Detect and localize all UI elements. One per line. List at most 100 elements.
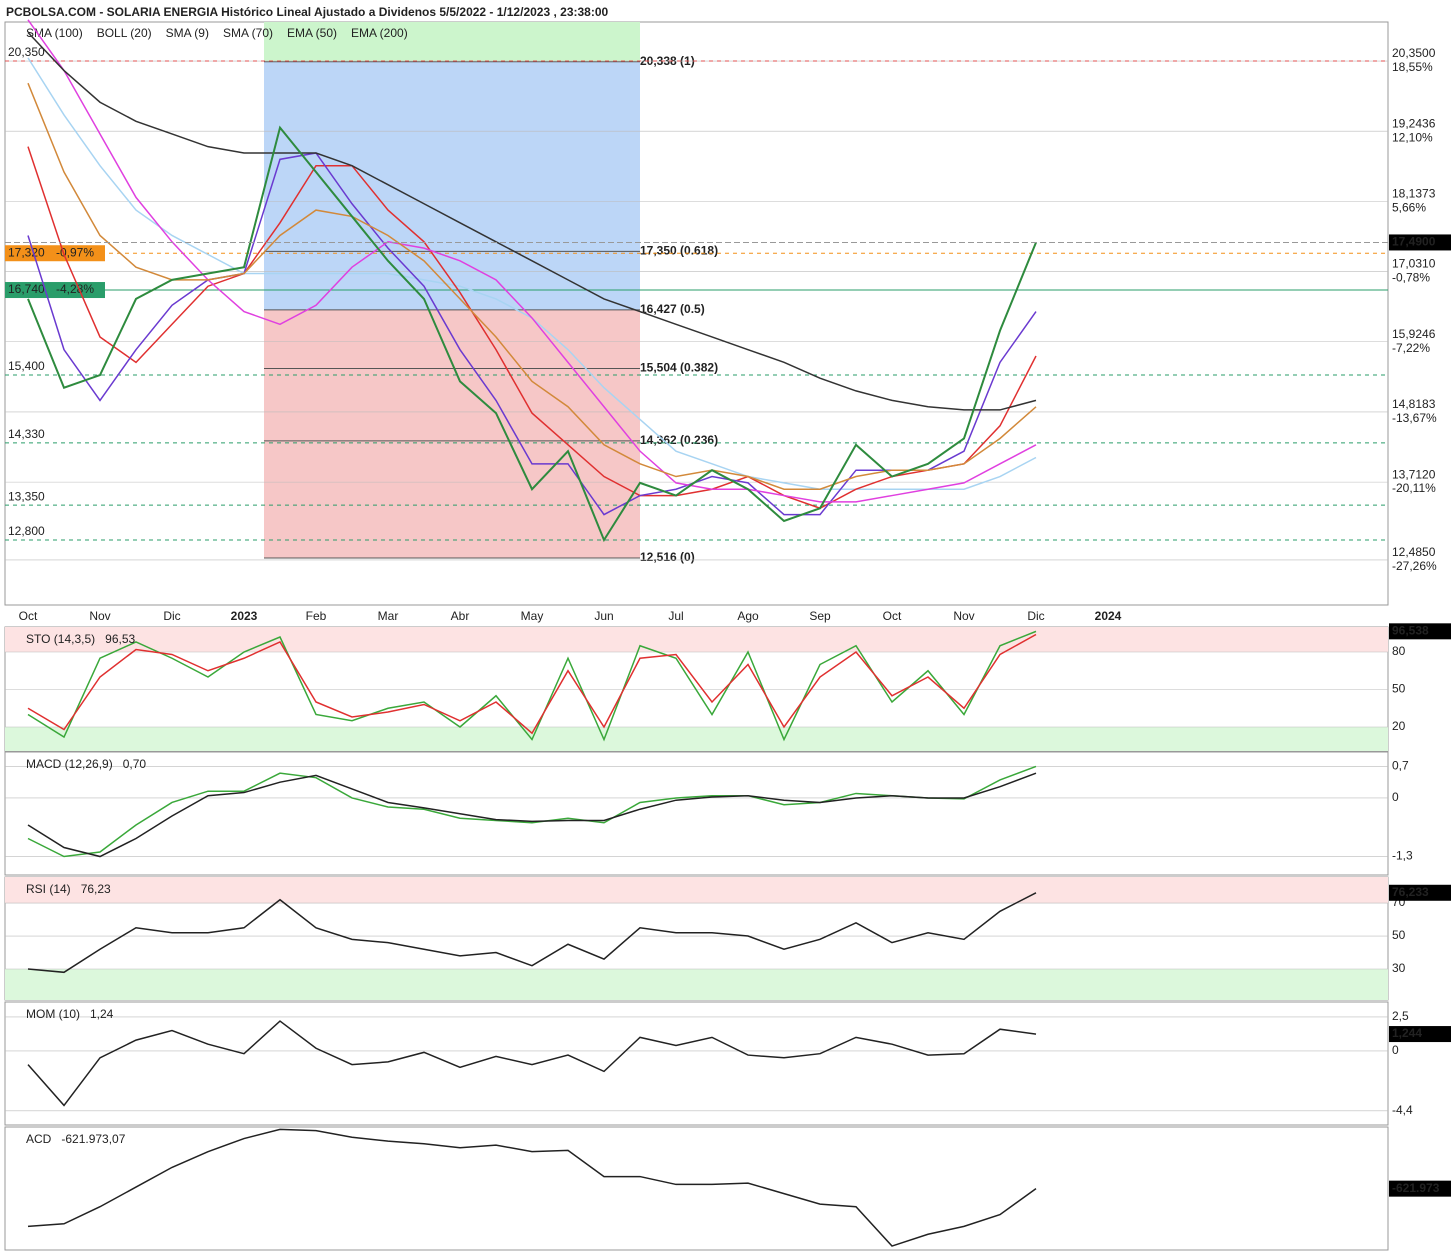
panel-title: MACD (12,26,9): [26, 757, 113, 771]
oversold-zone: [5, 969, 1388, 1000]
y2-tick-label: -20,11%: [1392, 481, 1436, 495]
price-line: [27, 125, 1037, 543]
panel-frame: [4, 1126, 1389, 1251]
last-value-label: 96,538: [1392, 623, 1429, 637]
series-line: [27, 633, 1037, 735]
y-tick-label: 50: [1392, 928, 1406, 942]
panel-title: ACD: [26, 1132, 52, 1146]
oversold-zone: [5, 727, 1388, 751]
series-line: [27, 765, 1037, 858]
y2-tick-label: -27,26%: [1392, 559, 1437, 573]
series-line: [27, 82, 1037, 490]
fib-label: 12,516 (0): [640, 550, 695, 564]
last-value-label: 1,244: [1392, 1026, 1422, 1040]
last-value-label: -621.973: [1392, 1181, 1440, 1195]
panel-last-value: 0,70: [123, 757, 147, 771]
legend-entry: BOLL (20): [97, 26, 152, 40]
fib-label: 15,504 (0.382): [640, 361, 718, 375]
y-tick-label: 18,1373: [1392, 187, 1436, 201]
last-value-label: 76,233: [1392, 885, 1429, 899]
panel-frame: [4, 751, 1389, 876]
y2-tick-label: -7,22%: [1392, 341, 1430, 355]
y-tick-label: 0: [1392, 1043, 1399, 1057]
y2-tick-label: 18,55%: [1392, 60, 1433, 74]
level-label: 20,350: [8, 45, 45, 59]
y-tick-label: 30: [1392, 961, 1406, 975]
x-tick-label: Jul: [668, 609, 683, 623]
x-tick-label: Jun: [594, 609, 613, 623]
x-tick-label: Dic: [1027, 609, 1044, 623]
level-badge: [5, 245, 105, 262]
y-tick-label: 14,8183: [1392, 397, 1436, 411]
last-value-badge: [1389, 1026, 1451, 1043]
y2-tick-label: -0,78%: [1392, 271, 1430, 285]
panel-last-value: 76,23: [81, 882, 111, 896]
chart-title: PCBOLSA.COM - SOLARIA ENERGIA Histórico …: [6, 5, 609, 19]
overbought-zone: [5, 627, 1388, 652]
level-label: 13,350: [8, 489, 45, 503]
y-tick-label: -1,3: [1392, 849, 1413, 863]
x-tick-label: 2023: [231, 609, 258, 623]
panel-last-value: -621.973,07: [61, 1132, 125, 1146]
y-tick-label: -4,4: [1392, 1103, 1413, 1117]
y-tick-label: 0: [1392, 790, 1399, 804]
series-line: [27, 892, 1037, 974]
fib-blue-zone: [264, 61, 640, 310]
y-tick-label: 50: [1392, 682, 1406, 696]
y-tick-label: 20: [1392, 719, 1406, 733]
series-line: [27, 772, 1037, 858]
y2-tick-label: 5,66%: [1392, 201, 1426, 215]
fib-red-zone: [264, 309, 640, 558]
last-value-badge: [1389, 1180, 1451, 1197]
last-value-badge: [1389, 623, 1451, 640]
x-tick-label: Mar: [378, 609, 399, 623]
series-line: [27, 152, 1037, 516]
last-value-badge: [1389, 884, 1451, 901]
level-label: 12,800: [8, 524, 45, 538]
y-tick-label: 20,3500: [1392, 46, 1436, 60]
level-change: -4,28%: [56, 282, 94, 296]
series-line: [27, 31, 1037, 411]
x-tick-label: 2024: [1095, 609, 1122, 623]
x-tick-label: Feb: [306, 609, 327, 623]
x-tick-label: Dic: [163, 609, 180, 623]
panel-last-value: 1,24: [90, 1007, 114, 1021]
level-label: 17,320: [8, 245, 45, 259]
series-line: [27, 1128, 1037, 1247]
level-label: 14,330: [8, 427, 45, 441]
legend-entry: SMA (9): [166, 26, 209, 40]
y-tick-label: 12,4850: [1392, 545, 1436, 559]
fib-upper-zone: [264, 22, 640, 62]
series-line: [27, 1020, 1037, 1107]
last-value-badge: [1389, 234, 1451, 251]
panel-title: RSI (14): [26, 882, 71, 896]
overbought-zone: [5, 877, 1388, 904]
y2-tick-label: 12,10%: [1392, 130, 1433, 144]
fib-label: 17,350 (0.618): [640, 244, 718, 258]
x-tick-label: Nov: [89, 609, 110, 623]
x-tick-label: Sep: [809, 609, 831, 623]
panel-frame: [4, 1001, 1389, 1126]
series-line: [27, 146, 1037, 510]
y2-tick-label: -13,67%: [1392, 411, 1437, 425]
legend-entry: EMA (50): [287, 26, 337, 40]
series-line: [27, 630, 1037, 742]
y-tick-label: 0,7: [1392, 759, 1409, 773]
x-tick-label: Oct: [883, 609, 902, 623]
x-tick-label: Abr: [451, 609, 470, 623]
fib-label: 14,362 (0.236): [640, 433, 718, 447]
level-badge: [5, 282, 105, 299]
y-tick-label: 19,2436: [1392, 116, 1436, 130]
panel-title: MOM (10): [26, 1007, 80, 1021]
y-tick-label: 17,0310: [1392, 257, 1436, 271]
y-tick-label: 80: [1392, 644, 1406, 658]
x-tick-label: Ago: [737, 609, 759, 623]
legend-entry: SMA (70): [223, 26, 273, 40]
x-tick-label: Nov: [953, 609, 974, 623]
panel-frame: [4, 21, 1389, 606]
level-label: 15,400: [8, 359, 45, 373]
y-tick-label: 2,5: [1392, 1009, 1409, 1023]
y-tick-label: 15,9246: [1392, 327, 1436, 341]
panel-title: STO (14,3,5): [26, 632, 95, 646]
